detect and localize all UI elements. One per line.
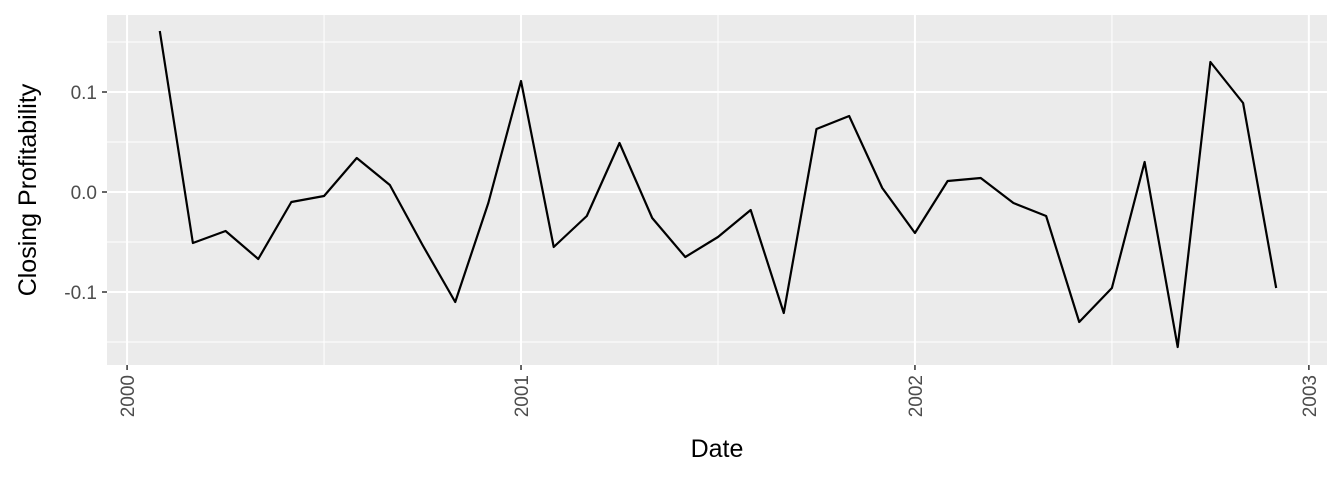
panel	[107, 15, 1327, 365]
line	[158, 30, 1278, 349]
x-tick-label: 2002	[906, 375, 927, 417]
y-tick-label: 0.0	[71, 183, 97, 204]
x-axis-title: Date	[691, 435, 744, 463]
x-tick-label: 2000	[118, 375, 139, 417]
y-tick-label: -0.1	[64, 283, 97, 304]
y-tick-label: 0.1	[71, 83, 97, 104]
x-tick-label: 2003	[1300, 375, 1321, 417]
x-tick-label: 2001	[512, 375, 533, 417]
y-axis-title: Closing Profitability	[14, 83, 42, 296]
